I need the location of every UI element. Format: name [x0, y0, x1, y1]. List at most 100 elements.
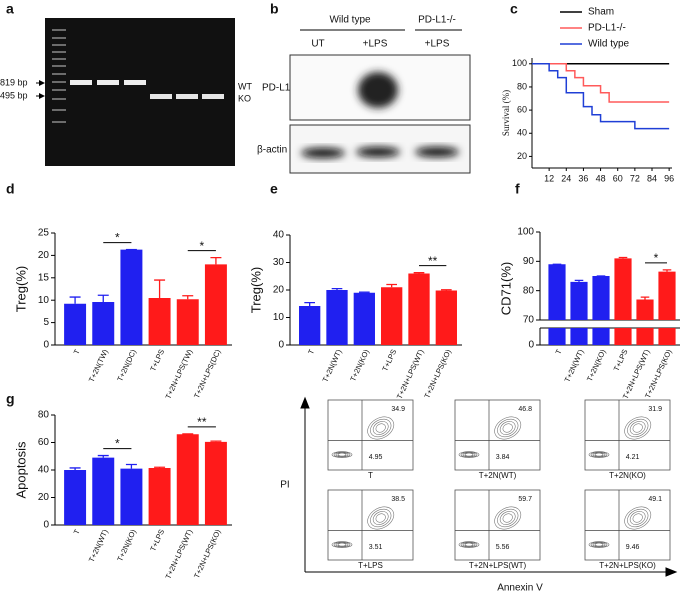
contour — [499, 421, 516, 435]
y-axis-label: Survival (%) — [501, 90, 511, 136]
contour — [588, 541, 610, 548]
bar — [381, 287, 403, 345]
bar — [614, 258, 632, 345]
contour — [458, 451, 480, 458]
error-bar — [304, 302, 315, 306]
flow-upper-right: 49.1 — [648, 496, 662, 503]
sig-label: * — [654, 251, 659, 265]
x-tick-label: T+LPS — [612, 348, 630, 373]
panel-label: g — [6, 391, 15, 407]
error-bar — [640, 296, 650, 300]
contour — [627, 418, 649, 438]
flow-upper-right: 46.8 — [518, 406, 532, 413]
y-tick-label: 60 — [38, 437, 50, 448]
bar — [435, 290, 457, 345]
error-bar — [441, 289, 452, 291]
error-bar — [69, 467, 81, 470]
sig-label: * — [199, 239, 204, 253]
bar — [92, 301, 115, 345]
y-tick-label: 80 — [523, 285, 535, 296]
x-tick-label: 72 — [630, 173, 640, 183]
flow-lower-right: 3.51 — [369, 544, 383, 551]
blot — [289, 54, 471, 174]
marker-label: 819 bp — [0, 77, 28, 87]
lane-label: UT — [311, 39, 324, 50]
x-tick-label: T+2N(KO) — [348, 347, 371, 382]
contour — [460, 451, 478, 458]
x-tick-label: 24 — [561, 173, 571, 183]
x-tick-label: T — [306, 348, 316, 356]
contour — [337, 542, 347, 547]
flow-plot — [584, 489, 671, 561]
error-bar — [97, 294, 109, 302]
panel-label: f — [515, 181, 520, 197]
bar — [204, 441, 227, 525]
panel-label: e — [270, 181, 278, 197]
bar — [120, 249, 143, 345]
x-tick-label: T — [72, 348, 82, 356]
y-tick-label: 0 — [278, 340, 284, 351]
flow-upper-right: 38.5 — [391, 496, 405, 503]
contour — [594, 452, 604, 457]
y-tick-label: 10 — [38, 295, 50, 306]
error-bar — [413, 272, 425, 274]
x-tick-label: T+2N(KO) — [585, 347, 608, 382]
contour — [627, 508, 649, 528]
x-tick-label: T+2N+LPS(DC) — [192, 347, 223, 399]
contour — [375, 423, 386, 433]
flow-plot — [454, 489, 541, 561]
error-bar — [618, 256, 628, 259]
x-tick-label: 60 — [613, 173, 623, 183]
flow-lower-right: 3.84 — [496, 454, 510, 461]
error-bar — [154, 279, 166, 298]
contour — [370, 418, 392, 438]
bar — [299, 305, 321, 345]
contour — [632, 513, 643, 523]
contour — [632, 423, 643, 433]
x-tick-label: T+2N(WT) — [563, 347, 586, 383]
x-tick-label: T+2N(KO) — [115, 527, 138, 562]
marker-label: 495 bp — [0, 90, 28, 100]
y-tick-label: 25 — [38, 228, 50, 239]
bar — [658, 271, 676, 345]
x-tick-label: 84 — [647, 173, 657, 183]
contour — [624, 416, 652, 440]
y-axis-label: Apoptosis — [13, 441, 28, 499]
contour — [499, 511, 516, 525]
contour — [464, 452, 474, 457]
flow-x-label: Annexin V — [497, 583, 543, 594]
x-tick-label: 36 — [578, 173, 588, 183]
contour — [458, 541, 480, 548]
x-tick-label: 12 — [544, 173, 554, 183]
y-tick-label: 0 — [43, 520, 49, 531]
flow-label: T+2N(KO) — [609, 471, 646, 480]
contour — [588, 451, 610, 458]
legend-label: Sham — [588, 7, 614, 18]
x-tick-label: T+LPS — [148, 528, 166, 553]
sig-label: * — [115, 437, 120, 451]
contour — [331, 451, 353, 458]
error-bar — [210, 440, 222, 442]
contour — [629, 511, 646, 525]
x-tick-label: T+LPS — [380, 348, 398, 373]
error-bar — [574, 279, 584, 282]
error-bar — [386, 283, 397, 288]
group-label: PD-L1-/- — [418, 15, 456, 26]
x-tick-label: T+2N+LPS(WT) — [395, 347, 426, 400]
x-tick-label: T+2N(WT) — [87, 527, 110, 563]
gel — [36, 18, 235, 166]
x-tick-label: T+2N+LPS(TW) — [163, 347, 194, 400]
contour — [335, 542, 349, 547]
bar — [64, 303, 87, 345]
y-tick-label: 60 — [517, 104, 527, 114]
flow-label: T+2N+LPS(WT) — [469, 561, 527, 570]
y-tick-label: 40 — [517, 128, 527, 138]
y-tick-label: 20 — [273, 285, 285, 296]
error-bar — [182, 295, 194, 300]
lane-label: +LPS — [425, 39, 450, 50]
y-axis-label: Treg(%) — [248, 267, 263, 313]
flow-lower-right: 4.95 — [369, 454, 383, 461]
y-tick-label: 100 — [512, 58, 527, 68]
x-tick-label: T+2N(DC) — [115, 347, 138, 382]
